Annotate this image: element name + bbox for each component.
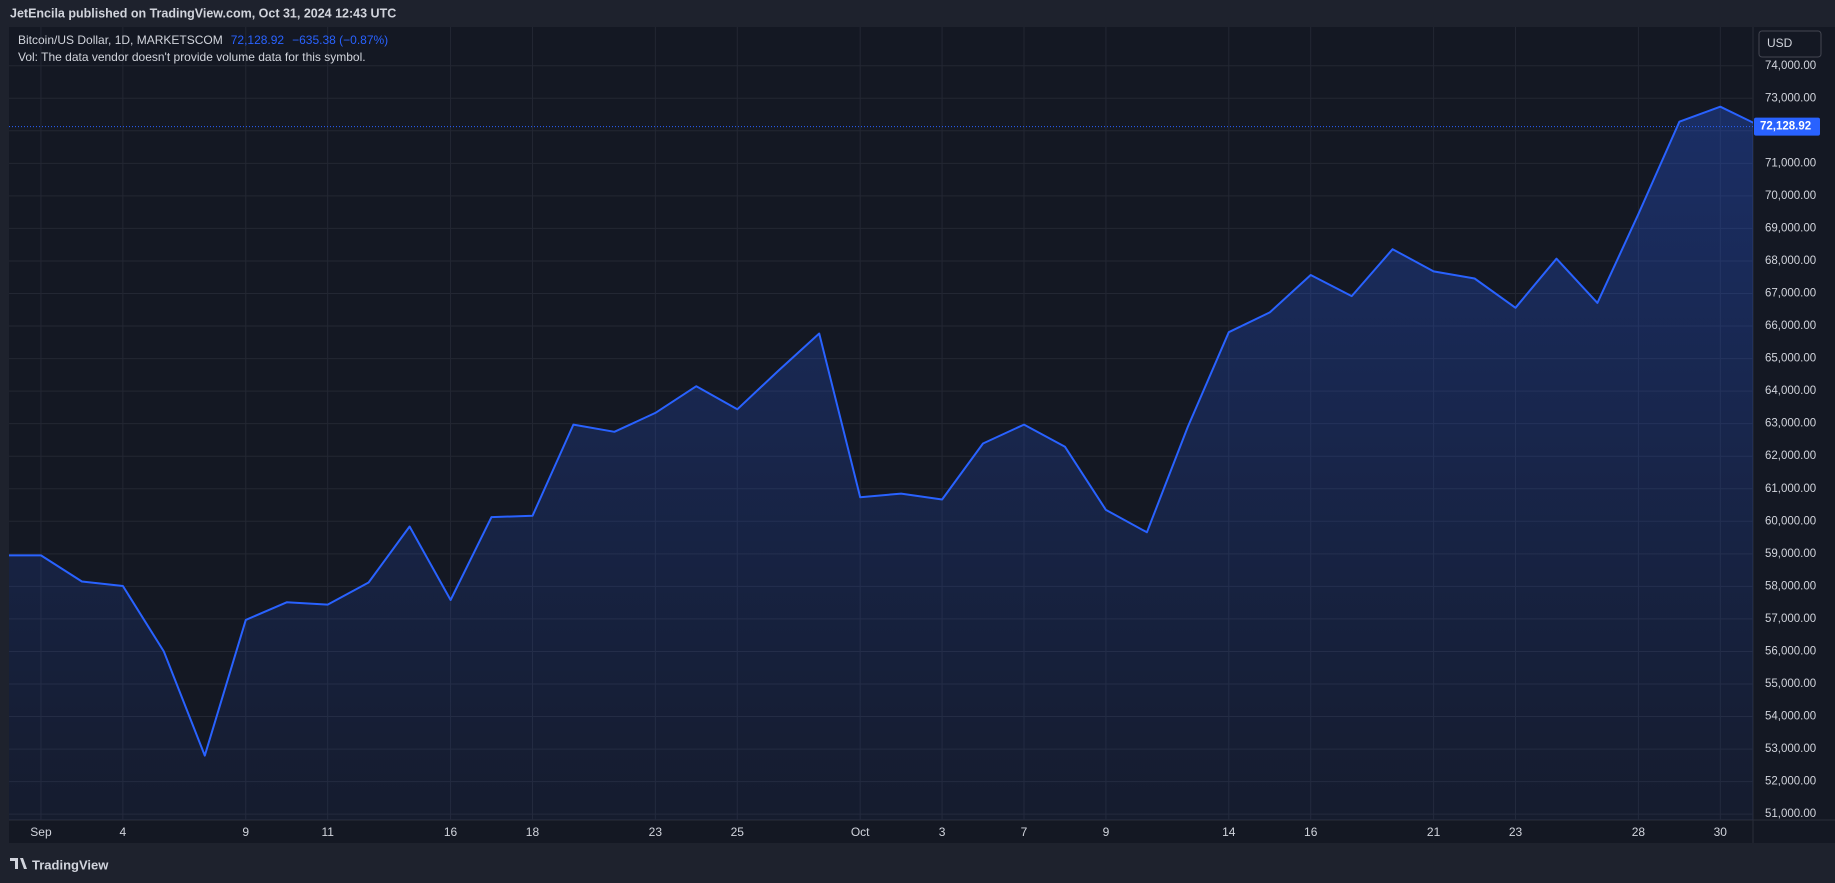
y-tick-label: 70,000.00 (1765, 190, 1816, 202)
price-axis (1753, 27, 1835, 843)
y-tick-label: 54,000.00 (1765, 711, 1816, 723)
x-tick-label: Oct (851, 825, 870, 839)
y-tick-label: 63,000.00 (1765, 418, 1816, 430)
x-tick-label: 16 (1304, 825, 1318, 839)
y-tick-label: 68,000.00 (1765, 255, 1816, 267)
footer-brand: TradingView (32, 857, 109, 872)
currency[interactable]: USD (1767, 36, 1793, 50)
x-tick-label: 9 (242, 825, 249, 839)
header: JetEncila published on TradingView.com, … (10, 6, 396, 20)
x-tick-label: 9 (1103, 825, 1110, 839)
x-tick-label: 11 (321, 825, 334, 839)
x-tick-label: 25 (731, 825, 745, 839)
last-price-box (1754, 117, 1820, 136)
y-tick-label: 64,000.00 (1765, 385, 1816, 397)
x-tick-label: Sep (30, 825, 52, 839)
y-tick-label: 56,000.00 (1765, 645, 1816, 657)
x-tick-label: 28 (1632, 825, 1646, 839)
y-tick-label: 53,000.00 (1765, 743, 1816, 755)
y-tick-label: 66,000.00 (1765, 320, 1816, 332)
y-tick-label: 59,000.00 (1765, 548, 1816, 560)
currency-box[interactable] (1758, 30, 1822, 58)
y-tick-label: 57,000.00 (1765, 613, 1816, 625)
y-tick-label: 51,000.00 (1765, 808, 1816, 820)
line (9, 105, 1753, 757)
y-tick-label: 58,000.00 (1765, 580, 1816, 592)
x-tick-label: 18 (526, 825, 540, 839)
y-tick-label: 74,000.00 (1765, 60, 1816, 72)
time-axis (9, 820, 1753, 843)
x-tick-label: 30 (1714, 825, 1728, 839)
y-tick-label: 55,000.00 (1765, 678, 1816, 690)
y-tick-label: 67,000.00 (1765, 288, 1816, 300)
x-tick-label: 14 (1222, 825, 1236, 839)
y-tick-label: 60,000.00 (1765, 515, 1816, 527)
legend-symbol: Bitcoin/US Dollar, 1D, MARKETSCOM (18, 33, 223, 47)
labels: 51,000.00 52,000.00 53,000.00 54,000.00 55,0… (30, 60, 1820, 839)
y-tick-label: 71,000.00 (1765, 157, 1816, 169)
y-tick-label: 61,000.00 (1765, 483, 1816, 495)
logo (10, 858, 27, 869)
y-tick-label: 62,000.00 (1765, 450, 1816, 462)
y-tick-label: 65,000.00 (1765, 353, 1816, 365)
x-tick-label: 23 (1509, 825, 1523, 839)
y-tick-label: 69,000.00 (1765, 222, 1816, 234)
legend-price: 72,128.92 (231, 33, 285, 47)
y-tick-label: 52,000.00 (1765, 776, 1816, 788)
x-tick-label: 7 (1021, 825, 1028, 839)
x-tick-label: 3 (939, 825, 946, 839)
x-tick-label: 21 (1427, 825, 1441, 839)
x-tick-label: 4 (120, 825, 127, 839)
x-tick-label: 23 (649, 825, 663, 839)
x-tick-label: 16 (444, 825, 458, 839)
legend-change: −635.38 (−0.87%) (292, 33, 388, 47)
plot (9, 105, 1753, 820)
volume-note: Vol: The data vendor doesn't provide vol… (18, 50, 366, 64)
area (9, 106, 1753, 820)
y-tick-label: 73,000.00 (1765, 92, 1816, 104)
last-price-label: 72,128.92 (1760, 121, 1811, 133)
